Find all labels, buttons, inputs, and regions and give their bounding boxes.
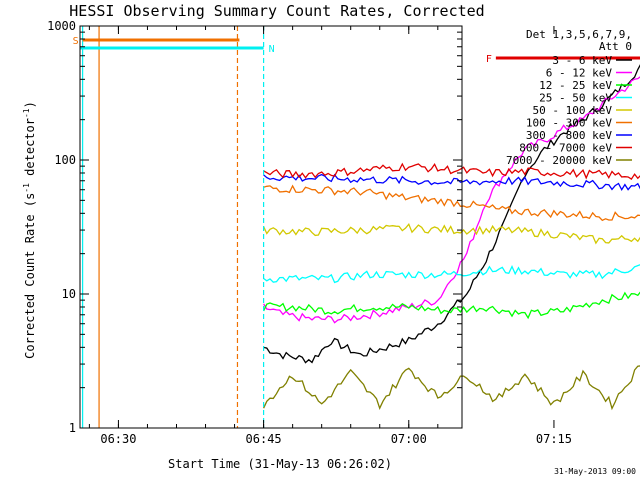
legend-label-7: 800 - 7000 keV (519, 142, 612, 155)
flag-label-3: F (486, 54, 492, 65)
legend-label-8: 7000 - 20000 keV (506, 154, 612, 167)
footer-date: 31-May-2013 09:00 (554, 467, 636, 476)
y-label-part: Corrected Count Rate (s (23, 193, 37, 359)
series-line-7 (263, 184, 640, 222)
legend-label-4: 50 - 100 keV (533, 104, 613, 117)
y-label-exp1: -1 (22, 183, 31, 193)
chart-title: HESSI Observing Summary Count Rates, Cor… (69, 2, 484, 20)
legend-label-1: 6 - 12 keV (546, 67, 613, 80)
plot-frame (79, 25, 463, 429)
y-tick-label-2: 100 (54, 153, 76, 167)
x-axis-label: Start Time (31-May-13 06:26:02) (168, 457, 392, 471)
legend-header-line1: Det 1,3,5,6,7,9, (526, 28, 632, 41)
y-tick-label-1: 10 (62, 287, 76, 301)
series-line-5 (263, 264, 640, 284)
x-tick-label-2: 07:00 (391, 432, 427, 446)
data-layer (263, 64, 640, 411)
flag-layer: S N F (73, 26, 640, 428)
y-label-end: ) (23, 101, 37, 108)
y-tick-label-3: 1000 (47, 19, 76, 33)
legend-label-0: 3 - 6 keV (552, 54, 612, 67)
legend-label-2: 12 - 25 keV (539, 79, 612, 92)
x-tick-label-1: 06:45 (246, 432, 282, 446)
y-label-part2: detector (23, 118, 37, 183)
series-line-2 (263, 76, 640, 324)
y-tick-label-0: 1 (69, 421, 76, 435)
flag-label-0: S (73, 36, 79, 47)
y-axis-label: Corrected Count Rate (s-1 detector-1) (22, 101, 37, 359)
flag-label-1: N (269, 44, 275, 55)
y-label-exp2: -1 (22, 108, 31, 118)
series-line-0 (263, 64, 640, 364)
x-tick-label-3: 07:15 (536, 432, 572, 446)
legend-label-5: 100 - 300 keV (526, 117, 612, 130)
series-line-4 (263, 291, 640, 320)
legend-label-3: 25 - 50 keV (539, 92, 612, 105)
x-tick-label-0: 06:30 (100, 432, 136, 446)
series-line-9 (263, 162, 640, 180)
series-line-10 (263, 365, 640, 411)
axis-layer: 06:3006:4507:0007:1507:3007:4508:0011010… (47, 19, 572, 446)
series-line-6 (263, 222, 640, 245)
legend-header-line2: Att 0 (599, 40, 632, 53)
legend-label-6: 300 - 800 keV (526, 129, 612, 142)
series-line-8 (263, 173, 640, 192)
